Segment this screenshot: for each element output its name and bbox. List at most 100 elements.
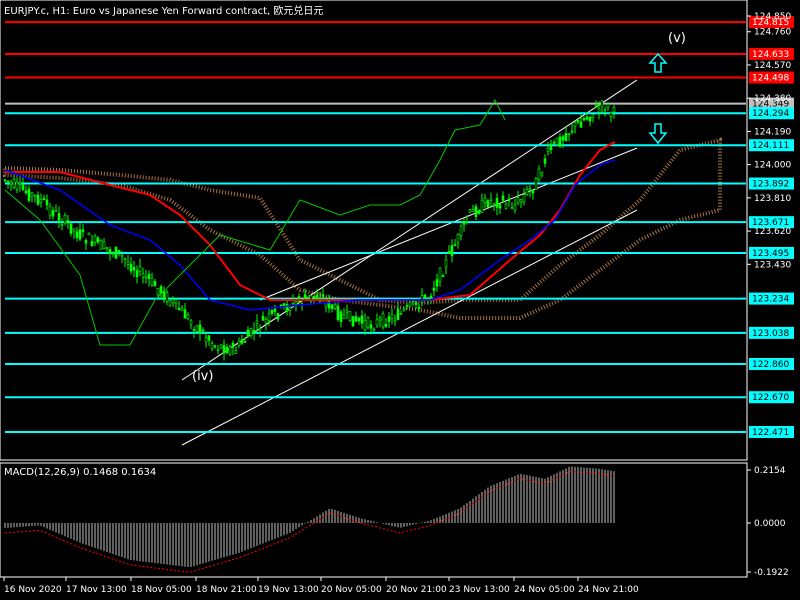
level-price-text-3: 124.349 xyxy=(752,100,789,110)
candle-body xyxy=(588,116,592,122)
candle-body xyxy=(408,302,412,307)
candle-body xyxy=(171,299,175,304)
candle-body xyxy=(153,281,157,287)
level-price-tag-13 xyxy=(749,426,794,438)
candle-body xyxy=(444,259,448,268)
level-price-text-6: 123.892 xyxy=(752,180,789,190)
candle-body xyxy=(90,241,94,246)
level-price-text-12: 122.670 xyxy=(752,393,789,403)
candle-body xyxy=(147,273,151,279)
time-axis-label-2: 18 Nov 05:00 xyxy=(131,585,192,595)
candle-body xyxy=(573,122,577,127)
macd-signal-line xyxy=(4,470,616,573)
candle-body xyxy=(336,305,340,320)
candle-body xyxy=(204,337,208,343)
candle-body xyxy=(12,178,16,188)
time-axis-label-3: 18 Nov 21:00 xyxy=(196,585,257,595)
candle-body xyxy=(609,112,613,117)
axes: 124.850 124.760 124.570 124.380 124.190 124.0… xyxy=(3,12,791,595)
candle-body xyxy=(114,246,118,259)
indicator-lines xyxy=(4,98,616,346)
candle-body xyxy=(198,324,202,334)
candle-body xyxy=(405,305,409,307)
candle-body xyxy=(435,279,439,287)
candle-body xyxy=(18,181,22,185)
level-price-text-10: 123.038 xyxy=(752,329,789,339)
candle-body xyxy=(288,307,292,311)
main-panel-frame xyxy=(0,0,748,461)
level-price-tag-7 xyxy=(749,216,794,229)
candle-body xyxy=(537,168,541,181)
candle-body xyxy=(132,266,136,271)
candle-body xyxy=(516,197,520,204)
candle-body xyxy=(294,301,298,305)
price-axis-label-3: 124.380 xyxy=(754,94,791,104)
candle-body xyxy=(423,294,427,299)
time-axis-label-7: 23 Nov 13:00 xyxy=(449,585,510,595)
candle-body xyxy=(510,207,514,210)
candle-body xyxy=(87,232,91,236)
time-axis-label-4: 19 Nov 13:00 xyxy=(258,585,319,595)
candle-body xyxy=(354,316,358,322)
candle-body xyxy=(549,145,553,150)
candle-body xyxy=(168,300,172,306)
candle-body xyxy=(60,223,64,226)
candle-body xyxy=(195,325,199,332)
candle-body xyxy=(597,108,601,113)
channel-mid-line xyxy=(259,147,638,301)
candle-body xyxy=(33,194,37,197)
annotations: (iv) (v) xyxy=(192,31,686,384)
macd-histogram xyxy=(4,466,616,573)
candle-body xyxy=(66,220,70,224)
candle-body xyxy=(522,194,526,203)
candle-body xyxy=(402,308,406,311)
candle-body xyxy=(117,249,121,253)
kijun-line xyxy=(4,159,616,311)
candle-body xyxy=(45,199,49,206)
candle-body xyxy=(432,287,436,291)
candle-body xyxy=(162,290,166,301)
candle-body xyxy=(576,119,580,123)
level-price-tag-10 xyxy=(749,326,794,339)
candle-body xyxy=(6,180,10,183)
candle-body xyxy=(357,317,361,322)
candle-body xyxy=(78,229,82,240)
candle-body xyxy=(369,324,373,329)
candle-body xyxy=(525,189,529,196)
macd-axis-label-1: 0.0000 xyxy=(754,519,786,529)
candle-body xyxy=(240,339,244,344)
candle-body xyxy=(540,171,544,176)
candle-body xyxy=(399,313,403,315)
candle-body xyxy=(3,179,7,182)
level-price-text-2: 124.498 xyxy=(752,74,789,84)
candle-body xyxy=(309,295,313,302)
candle-body xyxy=(192,329,196,331)
candle-body xyxy=(258,328,262,331)
price-axis-label-5: 124.000 xyxy=(754,161,791,171)
candle-body xyxy=(498,204,502,209)
candle-body xyxy=(174,299,178,304)
candle-body xyxy=(180,307,184,311)
candle-body xyxy=(567,133,571,135)
candle-body xyxy=(237,340,241,346)
candle-body xyxy=(321,294,325,297)
time-axis-label-9: 24 Nov 21:00 xyxy=(578,585,639,595)
candle-body xyxy=(123,257,127,261)
candle-body xyxy=(342,314,346,319)
candle-body xyxy=(93,235,97,243)
candle-body xyxy=(213,345,217,348)
candle-body xyxy=(81,229,85,232)
level-price-text-9: 123.234 xyxy=(752,295,789,305)
candle-body xyxy=(465,220,469,223)
up-arrow-icon xyxy=(648,52,668,73)
candle-body xyxy=(39,199,43,203)
level-price-text-7: 123.671 xyxy=(752,218,789,228)
candle-body xyxy=(306,295,310,298)
candle-body xyxy=(348,311,352,321)
candle-body xyxy=(558,136,562,147)
candle-body xyxy=(606,103,610,108)
candle-body xyxy=(189,320,193,325)
chart-title: EURJPY.c, H1: Euro vs Japanese Yen Forwa… xyxy=(4,6,324,17)
